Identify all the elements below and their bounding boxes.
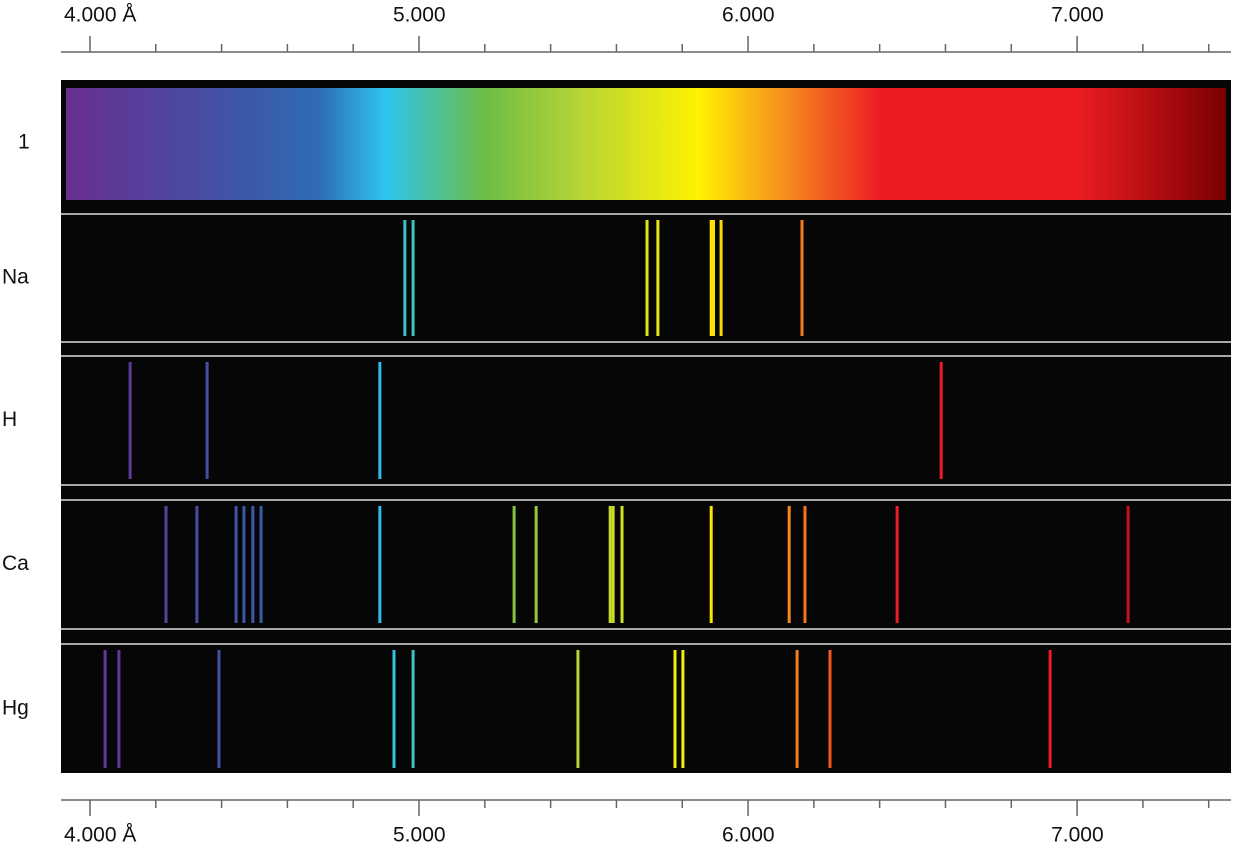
x-tick-label: 6.000 bbox=[722, 824, 775, 847]
x-tick-label: 7.000 bbox=[1051, 824, 1104, 847]
x-tick-label: 7.000 bbox=[1051, 4, 1104, 27]
row-label: Na bbox=[2, 266, 29, 289]
x-tick-label: 4.000 Å bbox=[64, 824, 136, 847]
row-label: Hg bbox=[2, 697, 29, 720]
row-label: Ca bbox=[2, 552, 29, 575]
row-label: 1 bbox=[18, 131, 30, 154]
x-tick-label: 5.000 bbox=[393, 4, 446, 27]
continuum-band bbox=[66, 88, 1226, 200]
x-tick-label: 5.000 bbox=[393, 824, 446, 847]
row-label: H bbox=[2, 408, 17, 431]
x-tick-label: 6.000 bbox=[722, 4, 775, 27]
x-tick-label: 4.000 Å bbox=[64, 4, 136, 27]
